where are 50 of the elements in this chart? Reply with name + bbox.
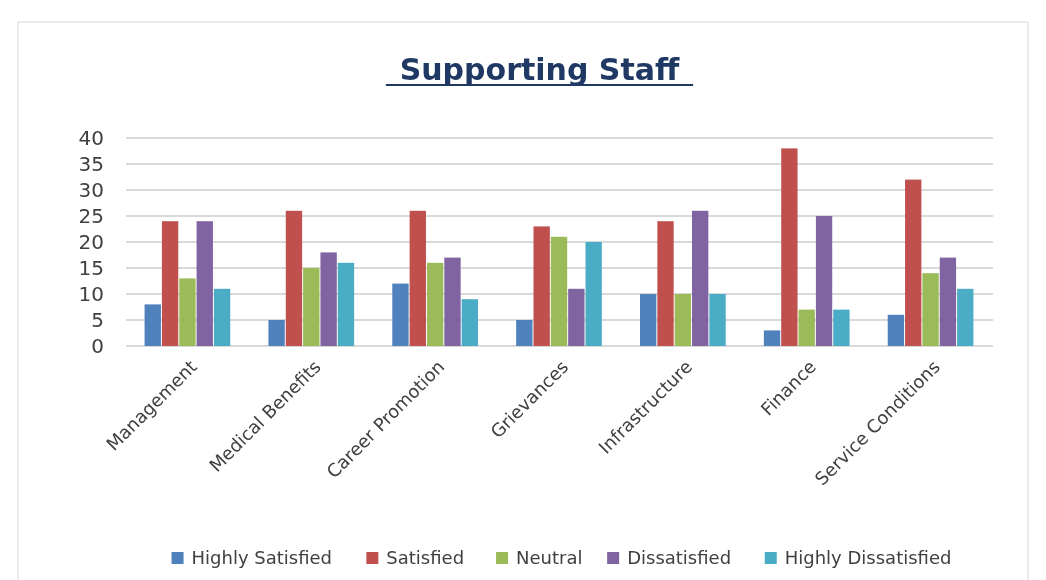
- bar: [674, 294, 692, 346]
- bar: [285, 210, 303, 346]
- legend-label: Satisfied: [386, 547, 465, 568]
- y-tick-label: 5: [91, 308, 104, 332]
- bar: [426, 262, 444, 346]
- bar: [692, 210, 709, 346]
- bar: [161, 221, 179, 346]
- bar: [320, 252, 337, 346]
- bar: [196, 221, 213, 346]
- bar: [815, 216, 833, 346]
- y-tick-label: 30: [78, 178, 104, 202]
- bar: [144, 304, 161, 346]
- bar: [585, 242, 602, 346]
- bar: [905, 179, 922, 346]
- bar: [337, 262, 355, 346]
- bar: [709, 294, 726, 346]
- y-tick-label: 0: [91, 334, 104, 358]
- bar: [461, 299, 478, 346]
- bar: [568, 288, 585, 346]
- y-tick-label: 40: [78, 126, 104, 150]
- bar: [922, 273, 939, 346]
- legend-label: Neutral: [516, 547, 583, 568]
- bar: [392, 283, 409, 346]
- bar: [409, 210, 426, 346]
- bar: [781, 148, 798, 346]
- bar: [957, 288, 974, 346]
- bar: [268, 320, 285, 346]
- bar: [550, 236, 568, 346]
- y-tick-label: 15: [78, 256, 104, 280]
- bar: [213, 288, 231, 346]
- y-tick-label: 20: [78, 230, 104, 254]
- y-tick-label: 25: [78, 204, 104, 228]
- bar: [303, 268, 320, 346]
- legend-label: Highly Satisfied: [191, 547, 333, 568]
- legend-label: Dissatisfied: [627, 547, 732, 568]
- bar: [833, 309, 850, 346]
- bar: [657, 221, 674, 346]
- chart-title: Supporting Staff: [399, 52, 681, 87]
- bar: [516, 320, 533, 346]
- bar: [533, 226, 550, 346]
- bar: [444, 257, 461, 346]
- bar: [763, 330, 781, 346]
- legend-label: Highly Dissatisfied: [784, 547, 952, 568]
- bar: [640, 294, 657, 346]
- bar: [798, 309, 815, 346]
- y-tick-label: 10: [78, 282, 104, 306]
- bar: [179, 278, 196, 346]
- bar: [939, 257, 957, 346]
- bar: [887, 314, 905, 346]
- y-tick-label: 35: [78, 152, 104, 176]
